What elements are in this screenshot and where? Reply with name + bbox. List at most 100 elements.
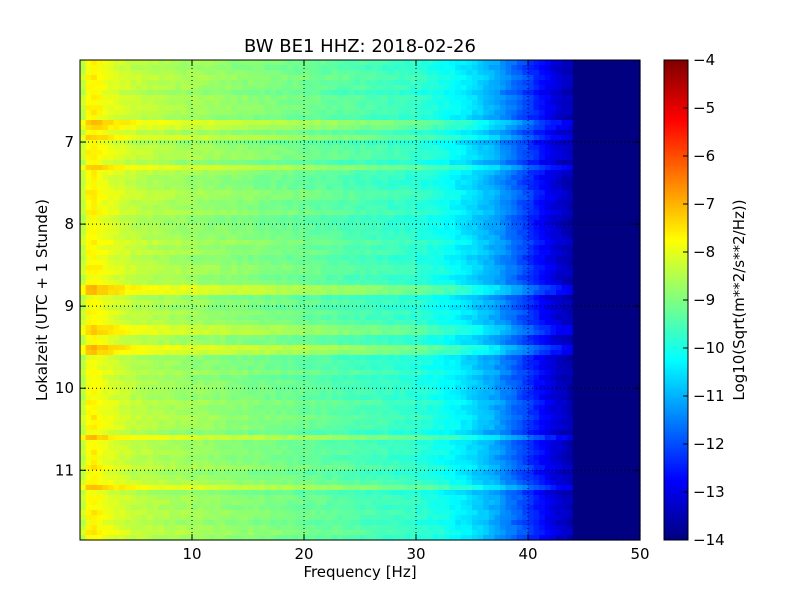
heatmap-cell	[242, 165, 249, 171]
heatmap-cell	[320, 160, 327, 166]
heatmap-cell	[152, 105, 159, 111]
heatmap-cell	[354, 60, 361, 66]
heatmap-cell	[175, 300, 182, 306]
heatmap-cell	[416, 285, 423, 291]
heatmap-cell	[348, 165, 355, 171]
heatmap-cell	[119, 295, 126, 301]
heatmap-cell	[147, 160, 154, 166]
heatmap-cell	[483, 215, 490, 221]
heatmap-cell	[337, 225, 344, 231]
heatmap-cell	[416, 205, 423, 211]
heatmap-cell	[556, 75, 563, 81]
heatmap-cell	[85, 95, 92, 101]
heatmap-cell	[505, 115, 512, 121]
heatmap-cell	[180, 65, 187, 71]
heatmap-cell	[175, 150, 182, 156]
heatmap-cell	[169, 85, 176, 91]
heatmap-cell	[404, 255, 411, 261]
heatmap-cell	[158, 300, 165, 306]
heatmap-cell	[158, 60, 165, 66]
heatmap-cell	[561, 160, 568, 166]
heatmap-cell	[91, 90, 98, 96]
heatmap-cell	[393, 185, 400, 191]
heatmap-cell	[528, 60, 535, 66]
heatmap-cell	[404, 210, 411, 216]
heatmap-cell	[309, 175, 316, 181]
heatmap-cell	[572, 240, 579, 246]
heatmap-cell	[376, 70, 383, 76]
heatmap-cell	[595, 280, 602, 286]
heatmap-cell	[444, 90, 451, 96]
heatmap-cell	[248, 195, 255, 201]
heatmap-cell	[141, 145, 148, 151]
heatmap-cell	[186, 140, 193, 146]
heatmap-cell	[589, 200, 596, 206]
heatmap-cell	[483, 170, 490, 176]
heatmap-cell	[606, 125, 613, 131]
heatmap-cell	[80, 90, 87, 96]
heatmap-cell	[298, 235, 305, 241]
heatmap-cell	[539, 130, 546, 136]
heatmap-cell	[108, 230, 115, 236]
heatmap-cell	[623, 285, 630, 291]
heatmap-cell	[164, 145, 171, 151]
heatmap-cell	[623, 90, 630, 96]
heatmap-cell	[186, 125, 193, 131]
heatmap-cell	[231, 140, 238, 146]
heatmap-cell	[298, 65, 305, 71]
heatmap-cell	[337, 165, 344, 171]
heatmap-cell	[108, 250, 115, 256]
heatmap-cell	[421, 190, 428, 196]
heatmap-cell	[108, 70, 115, 76]
heatmap-cell	[488, 125, 495, 131]
heatmap-cell	[309, 105, 316, 111]
heatmap-cell	[438, 65, 445, 71]
heatmap-cell	[91, 210, 98, 216]
heatmap-cell	[600, 205, 607, 211]
heatmap-cell	[253, 65, 260, 71]
heatmap-cell	[203, 75, 210, 81]
heatmap-cell	[225, 150, 232, 156]
heatmap-cell	[483, 130, 490, 136]
heatmap-cell	[382, 140, 389, 146]
heatmap-cell	[494, 160, 501, 166]
heatmap-cell	[208, 200, 215, 206]
heatmap-cell	[416, 115, 423, 121]
heatmap-cell	[287, 145, 294, 151]
heatmap-cell	[528, 250, 535, 256]
heatmap-cell	[483, 270, 490, 276]
heatmap-cell	[287, 160, 294, 166]
heatmap-cell	[360, 235, 367, 241]
heatmap-cell	[253, 175, 260, 181]
heatmap-cell	[158, 100, 165, 106]
heatmap-cell	[332, 215, 339, 221]
heatmap-cell	[444, 95, 451, 101]
heatmap-cell	[164, 265, 171, 271]
heatmap-cell	[421, 130, 428, 136]
heatmap-cell	[326, 285, 333, 291]
heatmap-cell	[186, 250, 193, 256]
heatmap-cell	[85, 100, 92, 106]
heatmap-cell	[500, 305, 507, 311]
heatmap-cell	[494, 60, 501, 66]
heatmap-cell	[578, 290, 585, 296]
heatmap-cell	[360, 245, 367, 251]
heatmap-cell	[332, 245, 339, 251]
heatmap-cell	[572, 145, 579, 151]
heatmap-cell	[634, 120, 641, 126]
heatmap-cell	[511, 150, 518, 156]
heatmap-cell	[595, 145, 602, 151]
heatmap-cell	[169, 80, 176, 86]
heatmap-cell	[292, 275, 299, 281]
heatmap-cell	[242, 200, 249, 206]
heatmap-cell	[119, 60, 126, 66]
heatmap-cell	[460, 120, 467, 126]
heatmap-cell	[203, 295, 210, 301]
heatmap-cell	[192, 235, 199, 241]
heatmap-cell	[539, 60, 546, 66]
heatmap-cell	[197, 115, 204, 121]
heatmap-cell	[376, 295, 383, 301]
heatmap-cell	[208, 285, 215, 291]
heatmap-cell	[309, 60, 316, 66]
heatmap-cell	[623, 230, 630, 236]
